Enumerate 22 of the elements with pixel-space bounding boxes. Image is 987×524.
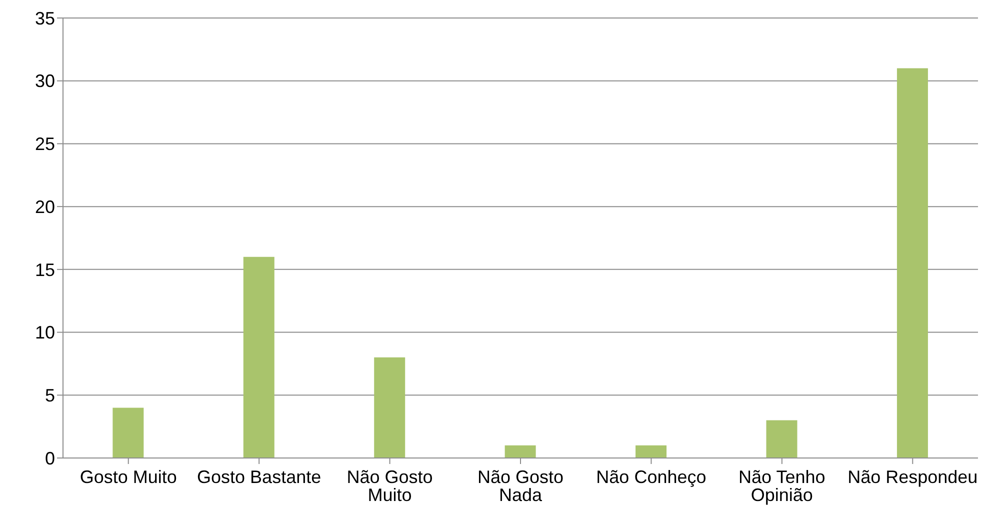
y-tick-label: 25 <box>34 134 55 154</box>
x-tick-label: Não Conheço <box>596 466 706 487</box>
y-tick-label: 10 <box>34 322 55 343</box>
bar <box>374 357 406 458</box>
y-tick-label: 20 <box>34 196 55 217</box>
bar <box>636 445 667 458</box>
x-tick-label: Não Gosto Nada <box>477 466 564 505</box>
bar <box>504 445 536 458</box>
x-tick-label: Não Tenho Opinião <box>738 466 826 505</box>
y-tick-label: 15 <box>34 260 55 280</box>
x-tick-label: Não Gosto Muito <box>346 466 433 505</box>
x-tick-label: Não Respondeu <box>848 466 978 487</box>
x-tick-label: Gosto Bastante <box>197 466 322 487</box>
bar <box>896 68 928 458</box>
y-tick-label: 30 <box>34 71 55 92</box>
y-tick-label: 35 <box>34 8 55 28</box>
bar <box>243 256 274 458</box>
x-tick-label: Gosto Muito <box>80 466 177 487</box>
y-tick-label: 0 <box>44 448 55 468</box>
y-tick-label: 5 <box>44 386 55 406</box>
bar <box>112 408 144 458</box>
bar <box>766 420 798 458</box>
